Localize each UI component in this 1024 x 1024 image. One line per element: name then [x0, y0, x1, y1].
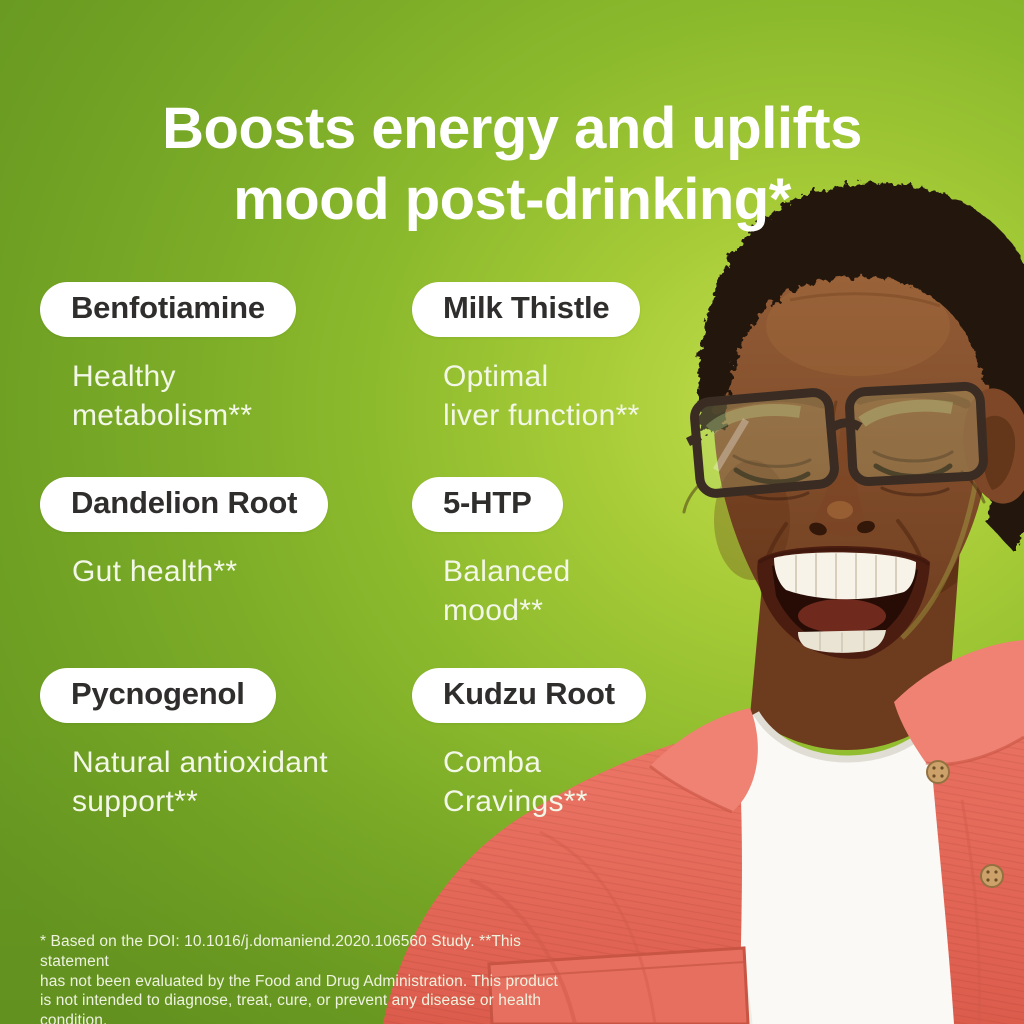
ingredient-benefit: Natural antioxidant support** [72, 746, 328, 818]
ingredient-card-dandelion-root: Dandelion Root Gut health** [40, 477, 329, 591]
ingredient-pill: Kudzu Root [412, 668, 646, 723]
shirt-button [980, 864, 1004, 888]
ingredient-card-kudzu-root: Kudzu Root Comba Cravings** [412, 668, 646, 821]
laughing-mouth [757, 545, 930, 659]
ingredient-pill: Benfotiamine [40, 282, 296, 337]
ingredient-benefit: Optimal liver function** [443, 360, 640, 432]
ingredient-name: Benfotiamine [71, 290, 265, 325]
ingredient-card-milk-thistle: Milk Thistle Optimal liver function** [412, 282, 641, 435]
ingredient-pill: Milk Thistle [412, 282, 641, 337]
ingredient-card-pycnogenol: Pycnogenol Natural antioxidant support** [40, 668, 328, 821]
glasses [685, 381, 988, 498]
ingredient-pill: Dandelion Root [40, 477, 329, 532]
shirt-collar-right [894, 640, 1024, 765]
headline: Boosts energy and uplifts mood post-drin… [162, 95, 862, 232]
ingredient-benefit: Comba Cravings** [443, 746, 588, 818]
ingredient-benefit: Gut health** [72, 555, 238, 588]
shirt-collar-left [650, 708, 758, 812]
ingredient-pill: Pycnogenol [40, 668, 276, 723]
ingredient-name: Dandelion Root [71, 485, 298, 520]
ingredient-card-benfotiamine: Benfotiamine Healthy metabolism** [40, 282, 296, 435]
face-features [682, 389, 986, 659]
ingredient-name: Pycnogenol [71, 676, 245, 711]
shirt-button [926, 760, 950, 784]
disclaimer-text: * Based on the DOI: 10.1016/j.domaniend.… [40, 933, 558, 1024]
shirt [383, 640, 1024, 1024]
ingredient-pill: 5-HTP [412, 477, 563, 532]
ingredient-name: 5-HTP [443, 485, 532, 520]
afro-hair [698, 182, 1024, 552]
ingredient-card-5-htp: 5-HTP Balanced mood** [412, 477, 571, 630]
ingredient-name: Kudzu Root [443, 676, 615, 711]
nose [809, 420, 875, 537]
ingredient-benefit: Healthy metabolism** [72, 360, 253, 432]
ingredient-name: Milk Thistle [443, 290, 610, 325]
ingredient-benefit: Balanced mood** [443, 555, 571, 627]
